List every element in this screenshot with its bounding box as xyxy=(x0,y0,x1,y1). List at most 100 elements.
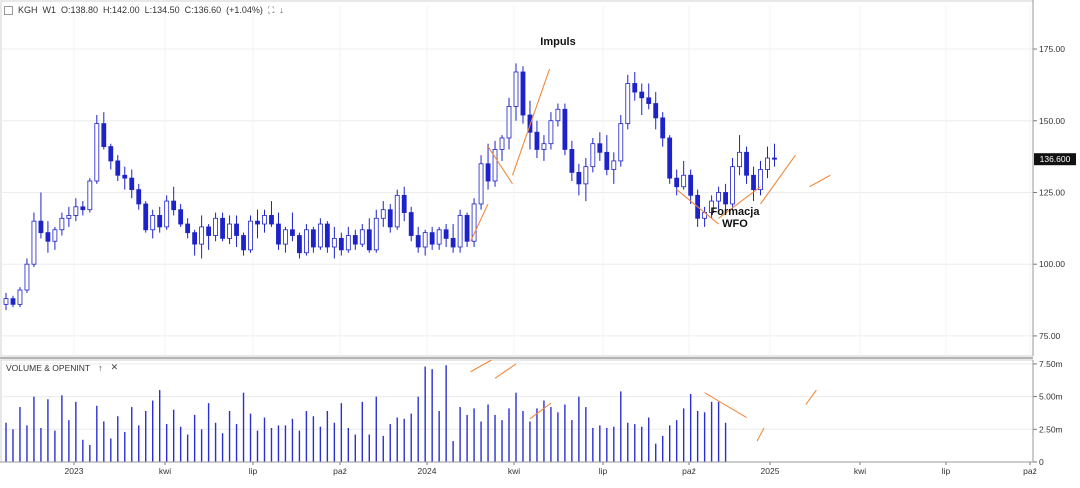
candle xyxy=(605,135,609,175)
volume-trend-line xyxy=(495,364,516,378)
candle-body xyxy=(332,238,336,247)
candle-body xyxy=(675,178,679,187)
candle-body xyxy=(32,221,36,264)
candle-body xyxy=(290,230,294,236)
time-tick-label: paź xyxy=(333,466,347,476)
candle-body xyxy=(249,221,253,250)
price-tick-label: 150.00 xyxy=(1039,116,1065,126)
time-tick-label: kwi xyxy=(508,466,520,476)
candle-body xyxy=(4,299,8,305)
candle xyxy=(486,144,490,190)
candle-body xyxy=(507,106,511,138)
candle xyxy=(731,158,735,210)
time-tick-label: paź xyxy=(682,466,696,476)
arrow-up-icon[interactable]: ↑ xyxy=(98,363,103,373)
candle xyxy=(563,104,567,156)
candle-body xyxy=(193,233,197,244)
candle xyxy=(235,215,239,247)
candle-body xyxy=(717,192,721,201)
volume-tick-label: 0 xyxy=(1039,457,1044,467)
close-icon[interactable]: ✕ xyxy=(111,362,119,373)
candle xyxy=(262,210,266,233)
volume-trend-line xyxy=(530,403,551,419)
candle-body xyxy=(269,215,273,224)
candle xyxy=(311,227,315,253)
time-tick-label: lip xyxy=(942,466,951,476)
candle-body xyxy=(60,218,64,229)
candle xyxy=(158,207,162,233)
candle xyxy=(249,215,253,252)
candle-body xyxy=(46,233,50,242)
candle-body xyxy=(123,175,127,178)
candle-body xyxy=(109,147,113,161)
candle-body xyxy=(18,290,22,304)
candle-body xyxy=(158,215,162,226)
candle-body xyxy=(598,144,602,153)
candle xyxy=(137,184,141,210)
candle-body xyxy=(95,124,99,181)
candle-body xyxy=(752,175,756,189)
volume-trend-line xyxy=(471,360,492,372)
candle xyxy=(290,213,294,242)
volume-panel-header: VOLUME & OPENINT ↑ ✕ xyxy=(6,362,118,373)
candle xyxy=(102,112,106,149)
candle-body xyxy=(521,72,525,115)
candle-body xyxy=(25,264,29,290)
candle-body xyxy=(619,124,623,161)
candle-body xyxy=(661,118,665,138)
candle xyxy=(46,221,50,253)
candle-body xyxy=(724,192,728,203)
candle xyxy=(514,63,518,120)
candle-body xyxy=(542,144,546,150)
expand-icon[interactable]: ⛶ xyxy=(268,5,274,16)
candle xyxy=(18,287,22,307)
candle-body xyxy=(367,230,371,250)
candle-body xyxy=(53,230,57,241)
volume-trend-line xyxy=(757,428,764,441)
candle-body xyxy=(346,236,350,250)
arrow-down-icon[interactable]: ↓ xyxy=(279,5,284,15)
candle-body xyxy=(647,98,651,104)
interval-label[interactable]: W1 xyxy=(43,5,57,15)
candle xyxy=(109,144,113,170)
candle-body xyxy=(765,158,769,169)
candle xyxy=(668,135,672,184)
candle xyxy=(172,187,176,216)
candle xyxy=(765,147,769,179)
candle xyxy=(549,112,553,149)
volume-panel-frame xyxy=(1,360,1033,462)
candle xyxy=(465,213,469,247)
candle xyxy=(535,121,539,158)
candle xyxy=(179,204,183,227)
candle xyxy=(186,218,190,238)
price-tick-label: 125.00 xyxy=(1039,187,1065,197)
candle xyxy=(256,210,260,239)
candle xyxy=(458,210,462,253)
candle xyxy=(151,210,155,239)
candle-layer xyxy=(4,63,776,310)
candle xyxy=(591,138,595,172)
candle xyxy=(584,158,588,201)
candle xyxy=(598,132,602,161)
candle xyxy=(318,218,322,250)
candle-body xyxy=(11,299,15,305)
candle xyxy=(493,141,497,187)
candle-body xyxy=(172,201,176,210)
candle-body xyxy=(465,215,469,241)
candle-body xyxy=(388,210,392,227)
candle-body xyxy=(214,218,218,235)
candle xyxy=(402,187,406,221)
candle xyxy=(367,218,371,252)
candle-body xyxy=(745,152,749,175)
candle xyxy=(242,233,246,256)
time-tick-label: lip xyxy=(249,466,258,476)
collapse-box-icon[interactable] xyxy=(4,6,13,15)
candle-body xyxy=(577,172,581,183)
candle xyxy=(542,135,546,161)
price-tick-label: 75.00 xyxy=(1039,331,1061,341)
candle xyxy=(507,98,511,150)
candle xyxy=(745,147,749,184)
candle-body xyxy=(39,221,43,232)
